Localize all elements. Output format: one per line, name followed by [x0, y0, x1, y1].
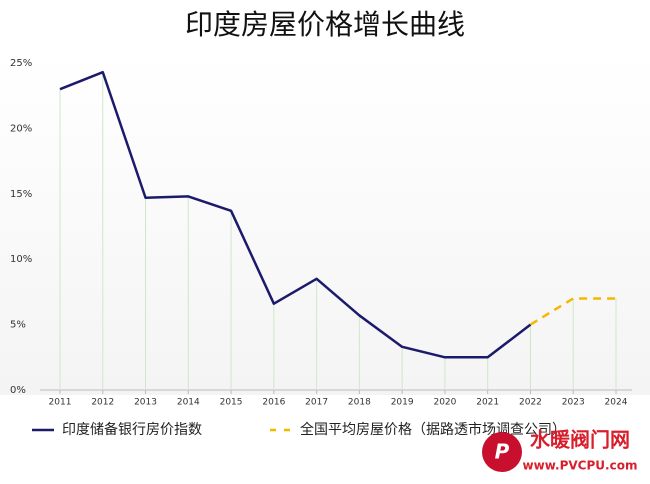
- legend-label: 全国平均房屋价格（据路透市场调查公司）: [300, 421, 566, 438]
- x-tick-label: 2012: [91, 398, 114, 408]
- watermark: P 水暖阀门网 www.PVCPU.com: [482, 428, 637, 473]
- x-tick-label: 2022: [519, 398, 542, 408]
- x-tick-label: 2016: [262, 398, 285, 408]
- watermark-logo: [482, 432, 522, 472]
- chart-title: 印度房屋价格增长曲线: [185, 8, 465, 41]
- x-tick-label: 2011: [49, 398, 72, 408]
- y-tick-label: 15%: [10, 189, 32, 200]
- x-tick-label: 2023: [562, 398, 585, 408]
- watermark-logo-letter: P: [495, 440, 510, 464]
- x-tick-label: 2015: [220, 398, 243, 408]
- x-tick-label: 2021: [476, 398, 499, 408]
- y-tick-label: 10%: [10, 254, 32, 265]
- watermark-name: 水暖阀门网: [530, 428, 630, 452]
- x-tick-label: 2019: [391, 398, 414, 408]
- x-tick-label: 2024: [605, 398, 628, 408]
- x-tick-label: 2013: [134, 398, 157, 408]
- watermark-url: www.PVCPU.com: [523, 459, 638, 473]
- x-tick-label: 2014: [177, 398, 200, 408]
- y-tick-label: 20%: [10, 123, 32, 134]
- y-tick-label: 5%: [10, 320, 26, 331]
- y-tick-label: 0%: [10, 385, 26, 396]
- legend-label: 印度储备银行房价指数: [62, 421, 202, 438]
- y-tick-label: 25%: [10, 58, 32, 69]
- plot-background: [0, 55, 650, 395]
- x-tick-label: 2017: [305, 398, 328, 408]
- series-line: [59, 70, 532, 359]
- x-tick-label: 2018: [348, 398, 371, 408]
- series-line: [529, 297, 616, 326]
- x-tick-label: 2020: [433, 398, 456, 408]
